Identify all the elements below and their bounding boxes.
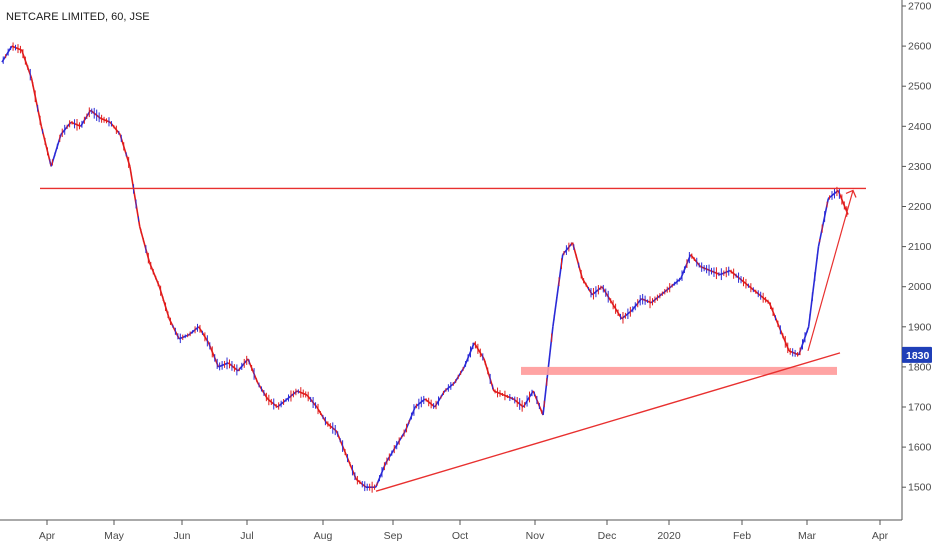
x-tick-label: Oct <box>452 530 468 542</box>
x-tick-label: Apr <box>872 530 889 542</box>
y-tick-label: 2300 <box>908 161 932 173</box>
y-tick-label: 2200 <box>908 201 932 213</box>
x-tick-label: 2020 <box>657 530 681 542</box>
y-tick-label: 1800 <box>908 361 932 373</box>
projection-arrow-head <box>845 189 857 198</box>
last-price-tag-background <box>902 346 932 363</box>
x-tick-label: Apr <box>39 530 56 542</box>
y-tick-label: 2400 <box>908 121 932 133</box>
x-tick-label: Jun <box>174 530 191 542</box>
plot-area[interactable] <box>1 42 849 493</box>
x-tick-label: Nov <box>526 530 545 542</box>
x-tick-label: Mar <box>798 530 817 542</box>
y-tick-label: 2600 <box>908 41 932 53</box>
x-tick-label: Sep <box>384 530 403 542</box>
y-tick-label: 2100 <box>908 241 932 253</box>
x-tick-label: Aug <box>314 530 333 542</box>
last-price-tag: 1830 <box>902 346 932 363</box>
y-tick-label: 1500 <box>908 482 932 494</box>
chart-title: NETCARE LIMITED, 60, JSE <box>6 11 150 23</box>
uptrend-line <box>375 352 841 492</box>
support-zone <box>521 366 837 375</box>
projection-arrow-line <box>807 190 854 352</box>
y-tick-label: 1900 <box>908 321 932 333</box>
y-tick-label: 1700 <box>908 402 932 414</box>
price-segment <box>807 246 820 327</box>
x-tick-label: Jul <box>240 530 253 542</box>
y-tick-label: 1600 <box>908 442 932 454</box>
x-tick-label: Feb <box>733 530 751 542</box>
x-tick-label: May <box>104 530 125 542</box>
y-tick-label: 2700 <box>908 1 932 13</box>
last-price-label: 1830 <box>906 350 930 362</box>
x-axis[interactable]: Apr May Jun Jul Aug Sep Oct Nov Dec 2020 Feb Mar Apr <box>39 520 889 542</box>
y-axis[interactable]: 1500 1600 1700 1800 1900 2000 2100 2200 2300 2400… <box>902 1 932 494</box>
y-tick-label: 2000 <box>908 281 932 293</box>
y-tick-label: 2500 <box>908 81 932 93</box>
x-tick-label: Dec <box>598 530 617 542</box>
drawing-layer <box>40 187 866 492</box>
